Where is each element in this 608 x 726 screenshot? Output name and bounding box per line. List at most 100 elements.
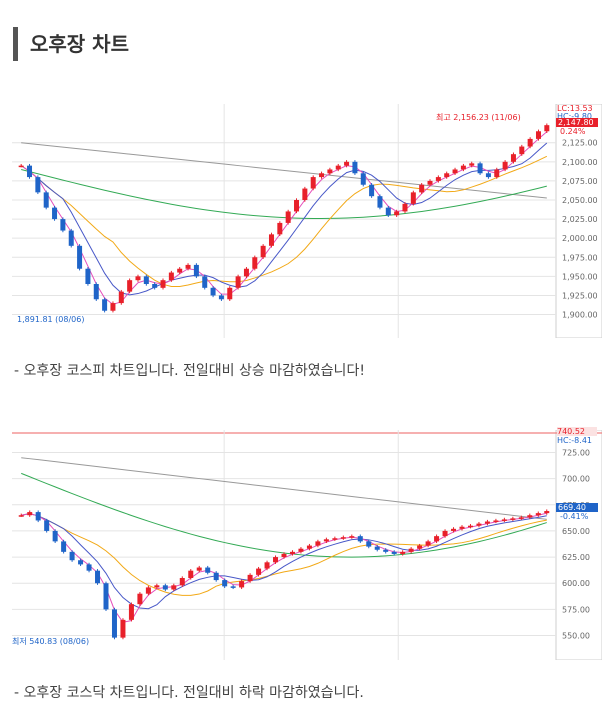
candle-body <box>469 163 475 166</box>
y-tick-label: 700.00 <box>562 475 590 484</box>
candle-body <box>451 528 457 531</box>
candle-body <box>247 574 253 582</box>
kospi-min-label: 1,891.81 (08/06) <box>17 315 85 324</box>
kosdaq-chart: 725.00700.00675.00650.00625.00600.00575.… <box>12 427 602 660</box>
kosdaq-lc-label: 740.52 <box>557 427 597 436</box>
candle-body <box>476 523 482 526</box>
candle-body <box>327 169 333 174</box>
candle-body <box>410 192 416 204</box>
candle-body <box>419 184 425 193</box>
y-tick-label: 1,950.00 <box>562 272 598 281</box>
candle-body <box>102 299 108 311</box>
candle-body <box>69 551 75 561</box>
candle-body <box>222 580 228 587</box>
candle-body <box>510 154 516 162</box>
candle-body <box>298 548 304 552</box>
candle-body <box>302 188 308 200</box>
candle-body <box>210 287 216 296</box>
ma240-line <box>21 142 547 199</box>
candle-body <box>111 609 117 638</box>
y-tick-label: 1,925.00 <box>562 291 598 300</box>
candle-body <box>502 161 508 170</box>
candle-body <box>544 125 550 132</box>
candle-body <box>18 165 24 168</box>
candle-body <box>18 515 24 517</box>
candle-body <box>323 539 329 542</box>
page-title: 오후장 차트 <box>30 32 129 56</box>
y-tick-label: 2,000.00 <box>562 234 598 243</box>
ma120-line <box>21 168 547 219</box>
candle-body <box>277 222 283 235</box>
candle-body <box>86 564 92 571</box>
candle-body <box>273 557 279 563</box>
y-tick-label: 2,025.00 <box>562 215 598 224</box>
kospi-chart-svg: 2,125.00 2,100.00 2,075.00 2,050.00 2,025.00… <box>12 104 602 338</box>
candle-body <box>434 536 440 542</box>
candle-body <box>44 520 50 531</box>
y-tick-label: 600.00 <box>562 579 590 588</box>
candle-body <box>256 568 262 575</box>
candle-body <box>52 207 58 220</box>
candle-body <box>285 211 291 223</box>
candle-body <box>154 585 160 588</box>
candle-body <box>52 530 58 542</box>
kospi-lc-label: LC:13.53 <box>557 104 593 113</box>
candle-body <box>417 545 423 549</box>
candle-body <box>394 211 400 216</box>
y-tick-label: 2,050.00 <box>562 196 598 205</box>
candle-body <box>484 521 490 524</box>
kospi-change-pct: 0.24% <box>560 127 586 136</box>
candle-body <box>260 245 266 258</box>
candle-body <box>85 268 91 284</box>
candle-body <box>135 276 141 281</box>
page-header: 오후장 차트 <box>0 0 608 90</box>
candle-body <box>427 180 433 185</box>
candle-body <box>227 287 233 300</box>
ma20-line <box>20 142 548 296</box>
candle-body <box>527 138 533 147</box>
candle-body <box>239 581 245 588</box>
y-tick-label: 1,975.00 <box>562 253 598 262</box>
candle-body <box>93 284 99 300</box>
candle-body <box>118 291 124 304</box>
candle-body <box>366 541 372 547</box>
candle-body <box>360 173 366 185</box>
candle-body <box>235 276 241 288</box>
candle-body <box>268 234 274 246</box>
candle-body <box>369 184 375 197</box>
candle-body <box>168 272 174 281</box>
candle-body <box>383 549 389 552</box>
candle-body <box>460 165 466 170</box>
candle-body <box>78 560 84 565</box>
candle-body <box>544 511 550 514</box>
candle-body <box>377 196 383 208</box>
candle-body <box>185 264 191 269</box>
candle-body <box>171 585 177 590</box>
candle-body <box>315 541 321 546</box>
kospi-caption: - 오후장 코스피 차트입니다. 전일대비 상승 마감하였습니다! <box>14 363 365 379</box>
candle-body <box>162 585 168 590</box>
candle-body <box>128 604 134 620</box>
candle-body <box>452 169 458 174</box>
candle-body <box>218 295 224 300</box>
candle-body <box>385 207 391 216</box>
ma60-line <box>21 513 547 596</box>
candle-body <box>310 177 316 189</box>
kospi-max-label: 최고 2,156.23 (11/06) <box>436 113 521 122</box>
candle-body <box>127 280 133 292</box>
candle-body <box>319 173 325 178</box>
candle-body <box>61 541 67 552</box>
candle-body <box>493 520 499 522</box>
candle-body <box>213 572 219 581</box>
kosdaq-hc-label: HC:-8.41 <box>557 436 592 445</box>
candle-body <box>467 525 473 528</box>
candle-body <box>289 551 295 554</box>
candle-body <box>95 570 101 584</box>
candle-body <box>501 519 507 521</box>
candle-body <box>68 230 74 246</box>
candle-body <box>281 553 287 558</box>
candle-body <box>177 268 183 273</box>
candle-body <box>332 538 338 540</box>
candle-body <box>535 131 541 139</box>
candle-body <box>243 268 249 277</box>
